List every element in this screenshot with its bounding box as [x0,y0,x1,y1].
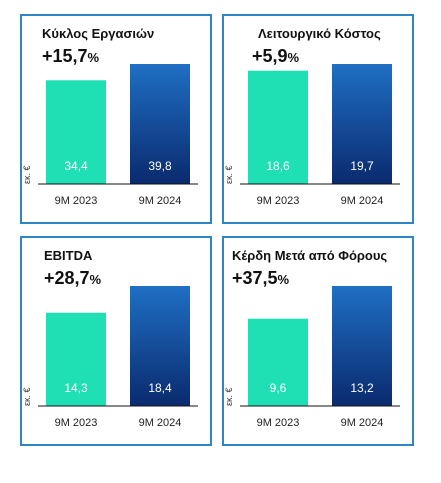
panel-change: +15,7% [42,46,99,67]
category-label: 9M 2023 [257,195,300,207]
bar-value-label: 14,3 [64,381,88,395]
bar-value-label: 19,7 [350,159,374,173]
y-axis-unit-label: εκ. € [224,165,234,184]
panel-change: +28,7% [44,268,101,289]
change-unit: % [89,272,102,287]
bar-9m-2023 [46,312,106,406]
change-value: +15,7 [42,46,88,66]
bar-value-label: 18,6 [266,159,290,173]
bar-value-label: 18,4 [148,381,172,395]
bar-9m-2024 [130,64,190,184]
y-axis-unit-label: εκ. € [224,387,234,406]
y-axis-unit-label: εκ. € [22,165,32,184]
bar-9m-2024 [332,64,392,184]
bar-value-label: 9,6 [270,381,287,395]
bar-chart: 9,6 9M 2023 13,2 9M 2024 εκ. € [224,286,400,429]
category-label: 9M 2024 [341,417,384,429]
y-axis-unit-label: εκ. € [22,387,32,406]
change-value: +5,9 [252,46,288,66]
bar-value-label: 13,2 [350,381,374,395]
panel-revenue: Κύκλος Εργασιών +15,7% 34,4 9M 2023 39,8 9M… [20,14,212,224]
bar-value-label: 39,8 [148,159,172,173]
panel-change: +5,9% [252,46,299,67]
bar-9m-2024 [130,286,190,406]
category-label: 9M 2024 [341,195,384,207]
category-label: 9M 2024 [139,417,182,429]
bar-chart: 14,3 9M 2023 18,4 9M 2024 εκ. € [22,286,198,429]
panel-change: +37,5% [232,268,289,289]
panel-title: Κύκλος Εργασιών [42,26,155,41]
bar-9m-2023 [248,70,308,184]
panel-title: Λειτουργικό Κόστος [258,26,381,41]
panel-operating-cost: Λειτουργικό Κόστος +5,9% 18,6 9M 2023 19,7… [222,14,414,224]
bar-chart: 18,6 9M 2023 19,7 9M 2024 εκ. € [224,64,400,207]
change-unit: % [277,272,290,287]
change-value: +37,5 [232,268,278,288]
change-unit: % [287,50,300,65]
category-label: 9M 2024 [139,195,182,207]
change-unit: % [87,50,100,65]
category-label: 9M 2023 [257,417,300,429]
panel-ebitda: EBITDA +28,7% 14,3 9M 2023 18,4 9M 2024 εκ. … [20,236,212,446]
bar-chart: 34,4 9M 2023 39,8 9M 2024 εκ. € [22,64,198,207]
category-label: 9M 2023 [55,417,98,429]
bar-9m-2024 [332,286,392,406]
bar-9m-2023 [46,80,106,184]
change-value: +28,7 [44,268,90,288]
bar-value-label: 34,4 [64,159,88,173]
category-label: 9M 2023 [55,195,98,207]
panel-title: Κέρδη Μετά από Φόρους [232,248,388,263]
panel-title: EBITDA [44,248,93,263]
bar-9m-2023 [248,318,308,406]
panel-net-profit: Κέρδη Μετά από Φόρους +37,5% 9,6 9M 2023 1… [222,236,414,446]
